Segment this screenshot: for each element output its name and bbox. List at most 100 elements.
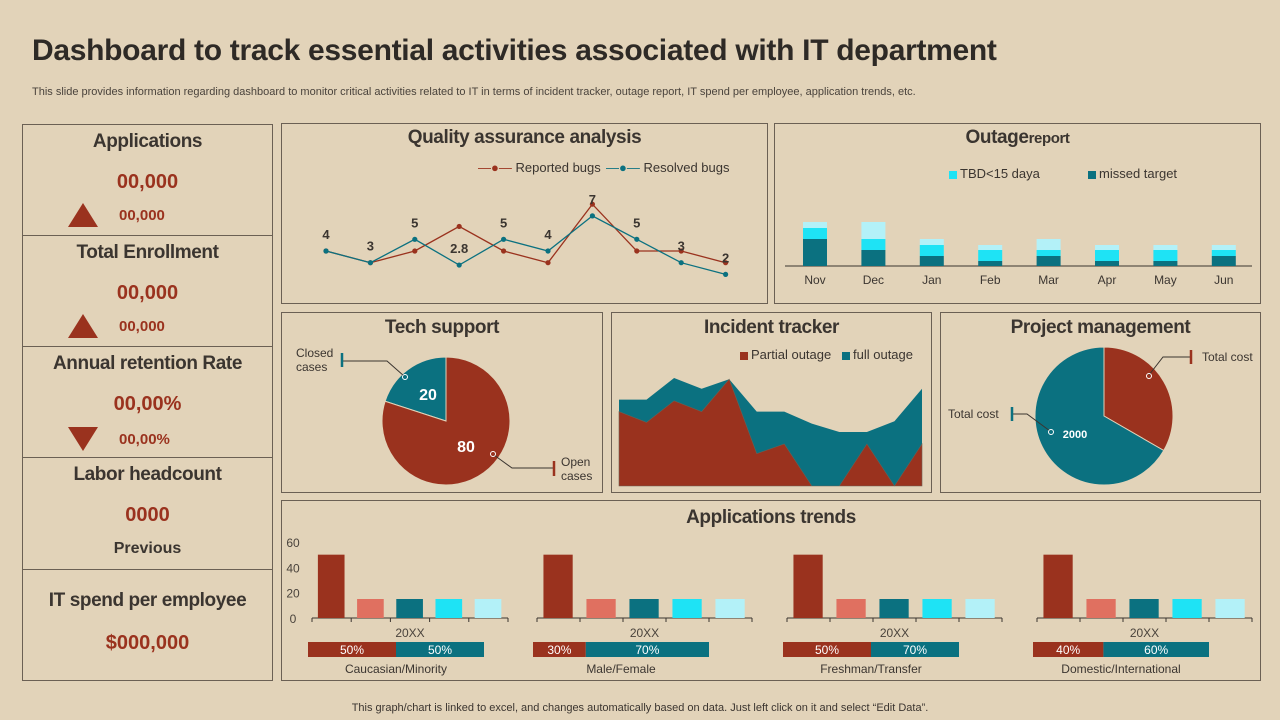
x-tick-label: Jan — [922, 273, 941, 287]
page-subtitle: This slide provides information regardin… — [32, 86, 916, 98]
bar — [715, 599, 745, 618]
split-bar-left — [533, 642, 586, 657]
kpi-it-spend: IT spend per employee $000,000 — [23, 570, 272, 681]
bar — [836, 599, 866, 618]
x-tick-label: Mar — [1038, 273, 1059, 287]
point — [678, 260, 684, 266]
point — [634, 236, 640, 242]
bar-segment — [919, 256, 944, 266]
bar-segment — [1153, 250, 1178, 261]
kpi-value: 00,000 — [116, 171, 179, 193]
bar-segment — [1095, 261, 1119, 266]
x-tick-label: Nov — [804, 273, 825, 287]
area-partial-outage — [618, 378, 923, 487]
split-label: 30% — [547, 643, 571, 657]
data-label: 3 — [678, 239, 685, 254]
leader-dot — [1146, 373, 1152, 379]
legend-label: TBD<15 daya — [960, 166, 1040, 181]
bar — [357, 599, 384, 618]
bar-segment — [978, 261, 1003, 266]
project-pie-chart: 10002000 — [1010, 346, 1193, 486]
leader-dot — [490, 451, 496, 457]
bar-segment — [978, 250, 1003, 261]
leader-line — [493, 454, 554, 469]
kpi-value: 00,000 — [116, 282, 179, 304]
kpi-value: $000,000 — [105, 632, 190, 654]
group-label: Male/Female — [586, 662, 656, 676]
pie-slice — [381, 356, 511, 486]
split-label: 50% — [815, 643, 839, 657]
bar — [543, 554, 573, 618]
kpi-value: 00,00% — [113, 393, 182, 415]
point — [456, 262, 462, 268]
chart-title: Outagereport — [775, 127, 1260, 149]
pie-slice — [1034, 346, 1165, 486]
category-label: 20XX — [630, 626, 659, 640]
bar-segment — [803, 222, 827, 228]
applications-trends-panel: Applications trends 0 20 40 60 20XX 50% 50% Cau… — [281, 500, 1261, 681]
bar — [922, 599, 952, 618]
kpi-total-enrollment: Total Enrollment 00,000 00,000 — [23, 236, 272, 347]
kpi-labor-headcount: Labor headcount 0000 Previous — [23, 458, 272, 570]
arrow-up-icon — [68, 314, 98, 338]
kpi-change: 00,000 — [119, 318, 165, 335]
legend-missed: missed target — [1088, 166, 1177, 181]
category-label: 20XX — [395, 626, 424, 640]
point — [501, 248, 507, 254]
label-open-cases: Open cases — [561, 455, 593, 483]
bar-segment — [803, 228, 827, 239]
kpi-change: 00,000 — [119, 207, 165, 224]
arrow-up-icon — [68, 203, 98, 227]
bar — [1043, 554, 1073, 618]
kpi-name: IT spend per employee — [48, 590, 247, 611]
chart-title: Tech support — [384, 317, 500, 338]
chart-title: Applications trends — [686, 507, 856, 528]
point — [412, 248, 418, 254]
slice-value: 2000 — [1063, 429, 1087, 441]
incident-area-chart — [618, 378, 923, 487]
kpi-change: 00,00% — [119, 431, 170, 448]
trends-bar-chart: 0 20 40 60 20XX 50% 50% Caucasian/Minority 20XX 3… — [286, 536, 1253, 676]
point — [545, 248, 551, 254]
group-label: Caucasian/Minority — [345, 662, 447, 676]
point — [589, 213, 595, 219]
bar — [396, 599, 423, 618]
kpi-value: 0000 — [125, 504, 170, 526]
bar-segment — [861, 239, 886, 250]
bar-segment — [1095, 250, 1119, 261]
project-management-panel: Project management Total cost Total cost… — [940, 312, 1261, 493]
data-label: 2 — [722, 250, 729, 265]
legend-partial: Partial outage — [740, 347, 831, 362]
bar-segment — [861, 250, 886, 266]
point — [723, 260, 729, 266]
bar — [629, 599, 659, 618]
quality-assurance-panel: Quality assurance analysis —●— Reported … — [281, 123, 768, 304]
data-label: 3 — [367, 239, 374, 254]
point — [412, 236, 418, 242]
bar — [965, 599, 995, 618]
page-title: Dashboard to track essential activities … — [32, 34, 997, 67]
split-label: 70% — [903, 643, 927, 657]
bar — [1215, 599, 1245, 618]
bar-segment — [1211, 250, 1236, 256]
data-label: 5 — [411, 215, 418, 230]
legend-label: Reported bugs — [515, 160, 601, 175]
bar-segment — [803, 239, 827, 266]
split-bar-right — [871, 642, 959, 657]
split-bar-right — [396, 642, 484, 657]
x-tick-label: Apr — [1098, 273, 1117, 287]
bar-segment — [1036, 239, 1061, 250]
data-label: 4 — [322, 227, 330, 242]
y-tick-label: 20 — [286, 587, 300, 601]
chart-title: Incident tracker — [703, 317, 840, 338]
incident-tracker-panel: Incident tracker Partial outage full out… — [611, 312, 932, 493]
y-tick-label: 40 — [286, 561, 300, 575]
label-total-cost-teal: Total cost — [948, 407, 999, 421]
arrow-down-icon — [68, 427, 98, 451]
bar-segment — [1211, 245, 1236, 250]
chart-title: Project management — [1010, 317, 1191, 338]
legend-label: Resolved bugs — [643, 160, 730, 175]
point — [367, 260, 373, 266]
title-main: Outage — [965, 127, 1029, 148]
